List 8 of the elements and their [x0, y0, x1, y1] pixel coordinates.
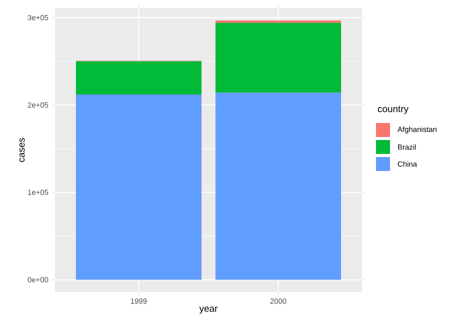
bar [215, 92, 342, 280]
bar [215, 22, 342, 93]
legend-title: country [378, 106, 409, 114]
y-axis-title: cases [19, 138, 25, 162]
x-axis-title: year [199, 306, 218, 314]
bar [76, 94, 202, 280]
bar [215, 20, 342, 23]
bar [76, 61, 202, 95]
